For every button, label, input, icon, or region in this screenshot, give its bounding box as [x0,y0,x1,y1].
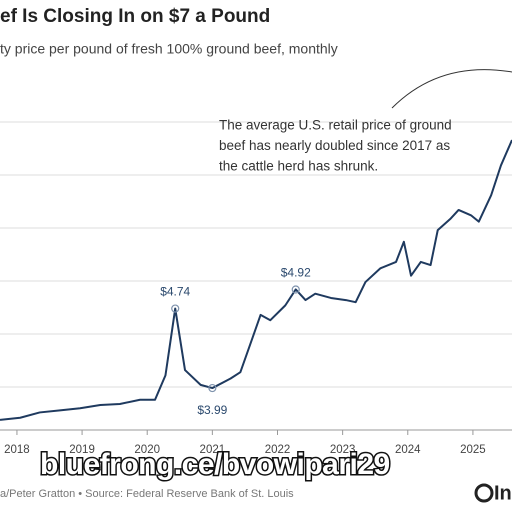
annotation-label: $3.99 [197,403,227,417]
watermark: bluefrong.ce/bvowipari29 [40,448,390,481]
x-tick-label: 2025 [460,444,486,456]
annotation-label: $4.74 [160,285,190,299]
data-line [0,139,512,421]
plot-area: 2018 2019 2020 2021 2022 2023 2024 2025 $4.74 $3.… [0,118,512,456]
callout-text: beef has nearly doubled since 2017 as [219,138,450,153]
logo: In [494,482,512,504]
x-tick-label: 2018 [4,444,30,456]
chart-title: ef Is Closing In on $7 a Pound [0,6,270,27]
x-tick-label: 2019 [69,444,95,456]
x-tick-label: 2024 [395,444,421,456]
x-tick-label: 2020 [134,444,160,456]
x-tick-label: 2023 [330,444,356,456]
x-tick-label: 2022 [265,444,291,456]
annotation-marker [291,285,300,294]
chart-subtitle: ty price per pound of fresh 100% ground … [0,41,338,57]
source: a/Peter Gratton • Source: Federal Reserv… [0,488,294,500]
annotation-label: $4.92 [281,266,311,280]
annotation-marker [208,383,217,393]
callout-text: the cattle herd has shrunk. [219,159,378,174]
logo-icon [474,483,494,503]
callout-text: The average U.S. retail price of ground [219,118,452,133]
callout-arrow [391,69,512,109]
annotation-marker [171,304,180,313]
x-tick-label: 2021 [200,444,226,456]
